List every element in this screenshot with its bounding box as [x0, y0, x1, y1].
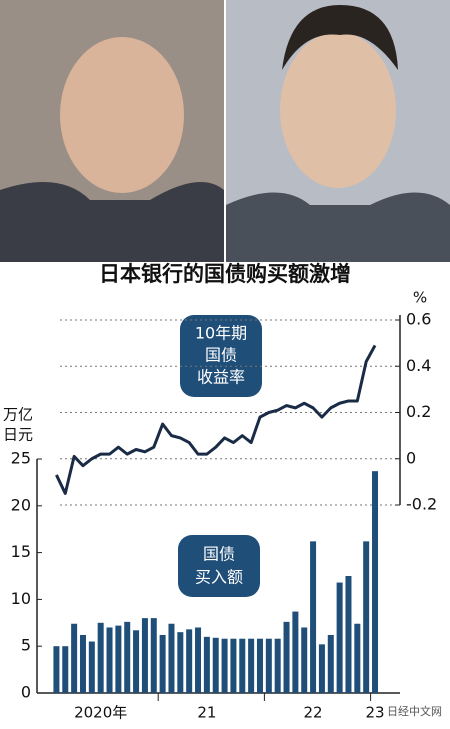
bar	[124, 621, 131, 693]
bar	[150, 618, 157, 693]
y-axis-label: 万亿	[3, 406, 33, 424]
x-tick-label: 2020年	[74, 704, 127, 722]
bar	[345, 576, 352, 693]
y2-tick-label: 0.2	[406, 402, 431, 421]
face	[60, 37, 184, 193]
bar	[195, 627, 202, 693]
y-tick-label: 10	[11, 589, 31, 608]
suit	[0, 182, 224, 262]
x-tick-label: 23	[365, 704, 384, 722]
annotation: 10年期	[195, 324, 247, 343]
bar	[301, 627, 308, 693]
bar	[88, 641, 95, 693]
x-tick-label: 21	[197, 704, 216, 722]
bar	[336, 582, 343, 693]
line	[55, 344, 377, 495]
hair	[282, 5, 398, 70]
suit	[226, 192, 450, 262]
y-axis-label: 日元	[3, 426, 33, 444]
y2-tick-label: 0.6	[406, 310, 431, 329]
bar	[203, 636, 210, 693]
bar	[327, 634, 334, 693]
bar	[372, 471, 379, 693]
bar	[221, 638, 228, 693]
bar	[97, 622, 104, 693]
bar	[363, 541, 370, 693]
y2-tick-label: -0.2	[406, 495, 437, 514]
bar	[106, 627, 113, 693]
bar	[239, 638, 246, 693]
bar	[292, 611, 299, 693]
photos	[0, 0, 450, 262]
bar	[274, 638, 281, 693]
bar	[141, 618, 148, 693]
bar	[256, 638, 263, 693]
bar	[79, 634, 86, 693]
x-tick-label: 22	[304, 704, 323, 722]
bar	[71, 623, 78, 693]
bar	[318, 644, 325, 693]
bar	[265, 638, 272, 693]
bar	[310, 541, 317, 693]
bar	[115, 625, 122, 693]
annotation: 国债	[203, 545, 235, 564]
y-tick-label: 0	[21, 683, 31, 702]
annotation-box	[178, 535, 260, 597]
annotation: 国债	[205, 346, 237, 365]
bar	[212, 637, 219, 693]
annotation-box	[180, 315, 262, 397]
bar	[230, 638, 237, 693]
y-tick-label: 15	[11, 542, 31, 561]
annotation: 收益率	[197, 368, 245, 387]
bar	[354, 623, 361, 693]
y2-tick-label: 0	[406, 448, 416, 467]
y2-axis-label: %	[413, 289, 427, 307]
source: 日经中文网	[387, 704, 442, 718]
bar	[248, 638, 255, 693]
bar	[159, 634, 166, 693]
bar	[168, 623, 175, 693]
bar	[186, 629, 193, 693]
y-tick-label: 20	[11, 495, 31, 514]
y-tick-label: 25	[11, 449, 31, 468]
bar	[53, 646, 60, 693]
y2-tick-label: 0.4	[406, 356, 431, 375]
bar	[283, 621, 290, 693]
bar	[177, 632, 184, 693]
bar	[62, 646, 69, 693]
annotation: 买入额	[195, 568, 243, 587]
chart-title: 日本银行的国债购买额激增	[99, 262, 351, 286]
y-tick-label: 5	[21, 636, 31, 655]
face	[280, 32, 396, 188]
bar	[133, 630, 140, 693]
